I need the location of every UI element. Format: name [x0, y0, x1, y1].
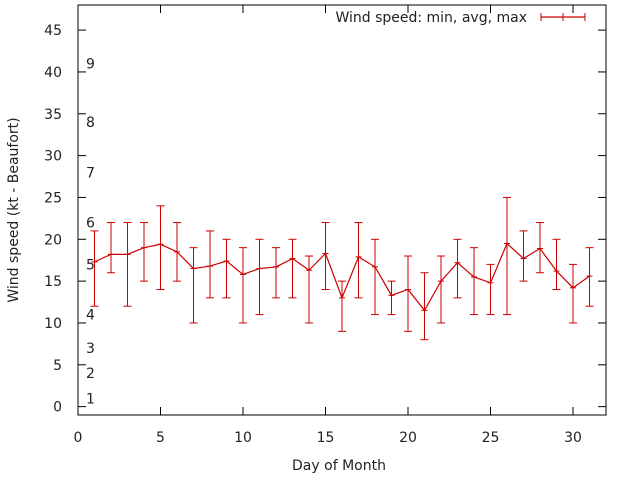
- beaufort-label: 3: [86, 341, 95, 357]
- beaufort-label: 5: [86, 257, 95, 273]
- y-tick-label: 20: [44, 232, 62, 248]
- beaufort-label: 4: [86, 308, 95, 324]
- x-tick-label: 10: [234, 430, 252, 446]
- beaufort-label: 8: [86, 115, 95, 131]
- plot-frame: [77, 4, 607, 416]
- y-tick-label: 15: [44, 274, 62, 290]
- y-tick-label: 0: [53, 400, 62, 416]
- x-axis-title: Day of Month: [292, 458, 386, 474]
- legend-label: Wind speed: min, avg, max: [335, 10, 527, 26]
- x-axis: 0 5 10 15 20 25 30: [74, 5, 582, 446]
- beaufort-label: 2: [86, 366, 95, 382]
- y-tick-label: 45: [44, 23, 62, 39]
- beaufort-label: 1: [86, 391, 95, 407]
- y-tick-label: 40: [44, 65, 62, 81]
- x-tick-label: 30: [564, 430, 582, 446]
- y-tick-label: 30: [44, 149, 62, 165]
- x-tick-label: 5: [156, 430, 165, 446]
- x-tick-label: 25: [482, 430, 500, 446]
- y-axis-title: Wind speed (kt - Beaufort): [6, 117, 22, 302]
- x-tick-label: 15: [317, 430, 335, 446]
- beaufort-label: 7: [86, 165, 95, 181]
- x-tick-label: 20: [399, 430, 417, 446]
- x-tick-label: 0: [74, 430, 83, 446]
- beaufort-label: 9: [86, 57, 95, 73]
- y-tick-label: 25: [44, 190, 62, 206]
- legend: Wind speed: min, avg, max: [335, 10, 586, 26]
- y-tick-label: 5: [53, 358, 62, 374]
- y-tick-label: 35: [44, 107, 62, 123]
- beaufort-scale: 1 2 3 4 5 6 7 8 9: [86, 57, 95, 408]
- legend-sample: [540, 13, 586, 21]
- plot-frame-group: [77, 4, 607, 416]
- series-layer: [90, 196, 594, 341]
- y-tick-label: 10: [44, 316, 62, 332]
- beaufort-label: 6: [86, 216, 95, 232]
